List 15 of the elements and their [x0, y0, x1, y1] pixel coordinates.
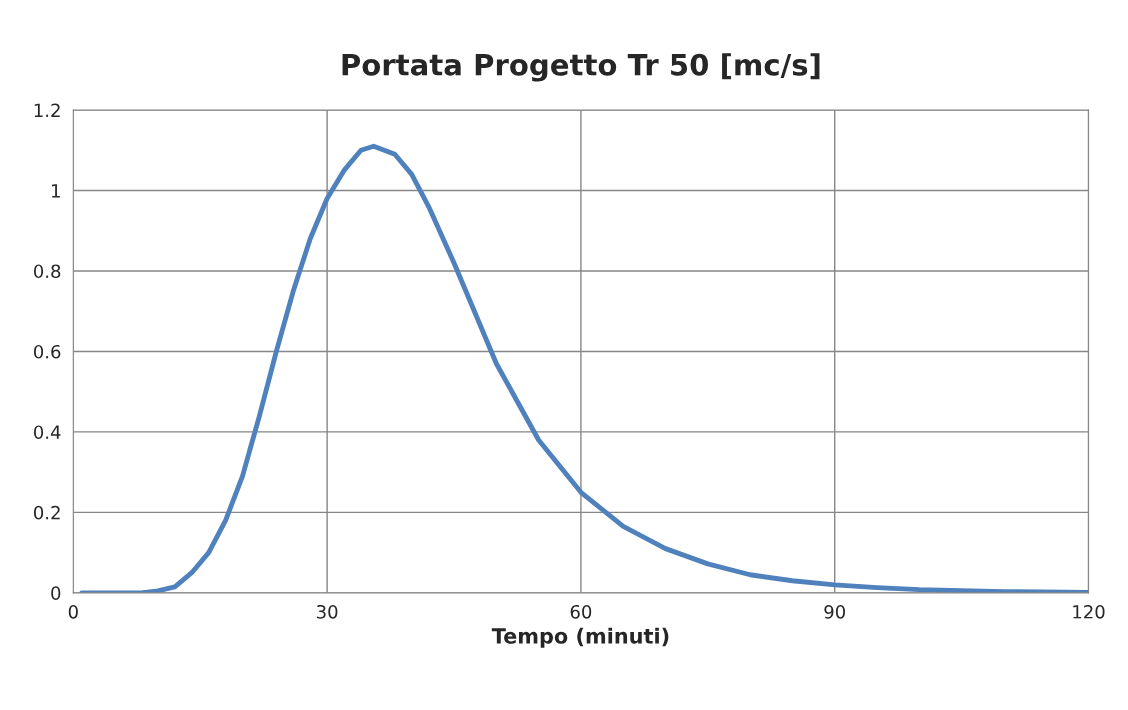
y-tick-label: 1: [52, 184, 60, 198]
y-tick-label: 0: [51, 586, 61, 600]
x-axis-title: Tempo (minuti): [491, 627, 669, 648]
y-tick-label: 1.2: [34, 103, 60, 117]
y-tick-label: 0.6: [33, 344, 61, 359]
line-series: [79, 143, 1089, 593]
x-tick-label: 0: [68, 604, 78, 619]
y-tick-label: 0.2: [33, 505, 60, 520]
chart-title: Portata Progetto Tr 50 [mc/s]: [342, 53, 820, 82]
x-tick-label: 120: [1073, 604, 1105, 619]
x-tick-label: 90: [824, 604, 846, 619]
x-tick-label: 60: [570, 604, 592, 619]
y-tick-label: 0.8: [33, 264, 61, 279]
y-tick-label: 0.4: [33, 425, 61, 440]
x-tick-label: 30: [317, 604, 338, 619]
